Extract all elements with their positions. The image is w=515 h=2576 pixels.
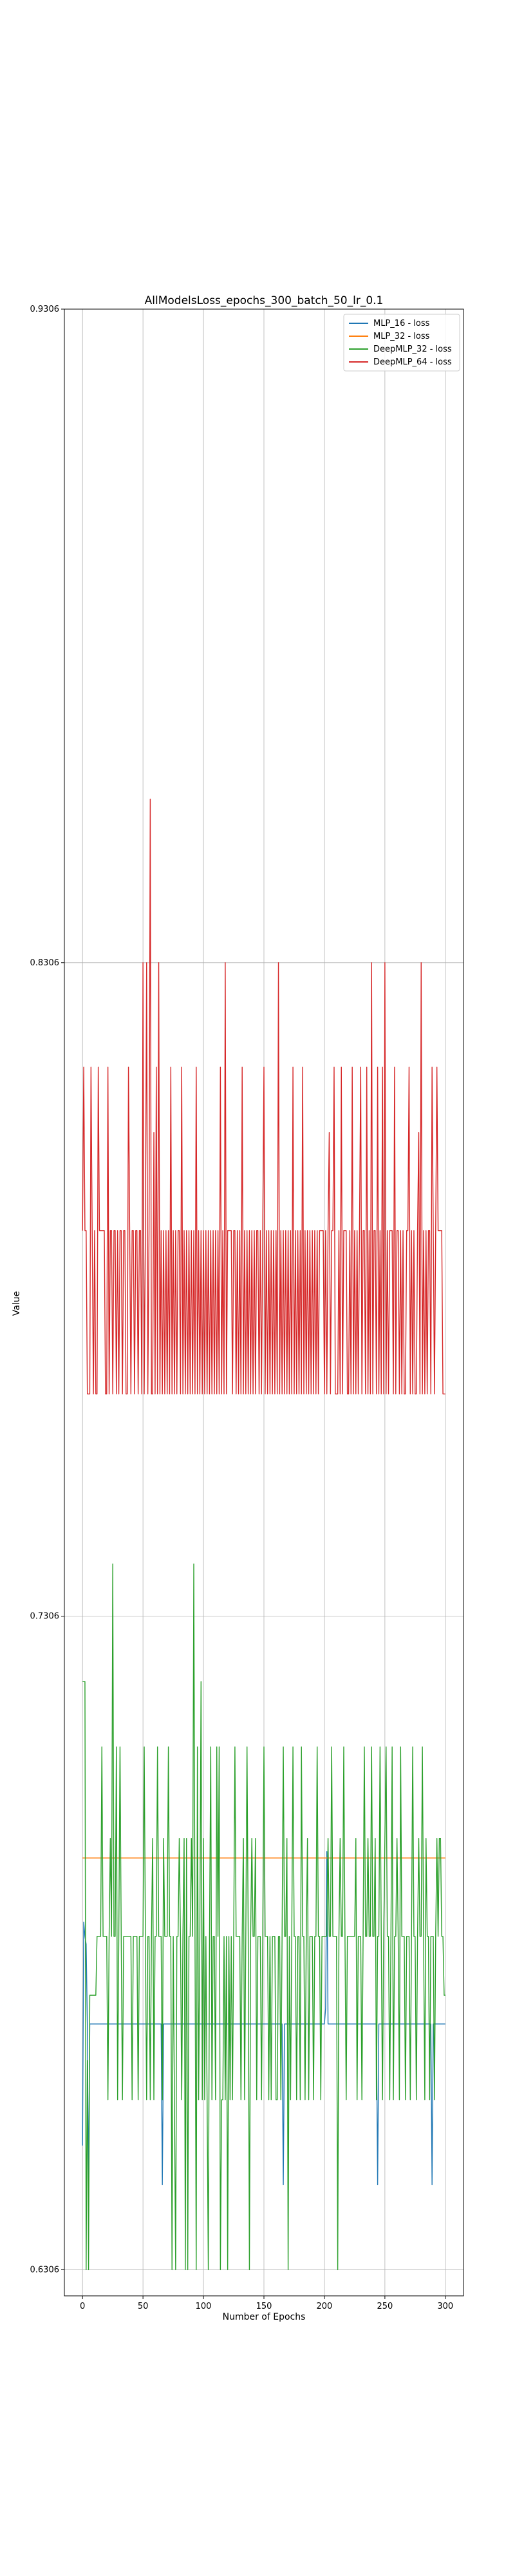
y-tick-label: 0.6306 xyxy=(30,2265,60,2275)
x-axis: 0 50 100 150 200 250 300 xyxy=(80,2296,453,2311)
chart-title: AllModelsLoss_epochs_300_batch_50_lr_0.1 xyxy=(145,294,384,307)
y-tick-label: 0.7306 xyxy=(30,1612,60,1622)
x-tick-label: 0 xyxy=(80,2302,85,2311)
x-tick-label: 250 xyxy=(377,2302,393,2311)
y-axis: 0.6306 0.7306 0.8306 0.9306 xyxy=(30,305,64,2275)
legend-box xyxy=(343,314,460,372)
x-tick-label: 100 xyxy=(196,2302,212,2311)
series-layer xyxy=(82,799,445,2271)
legend-label: DeepMLP_64 - loss xyxy=(373,357,452,367)
y-axis-label: Value xyxy=(12,1291,22,1316)
x-tick-label: 50 xyxy=(138,2302,149,2311)
series-line-0 xyxy=(82,1851,445,2192)
y-tick-label: 0.8306 xyxy=(30,958,60,968)
x-tick-label: 300 xyxy=(437,2302,453,2311)
x-tick-label: 150 xyxy=(256,2302,272,2311)
y-tick-label: 0.9306 xyxy=(30,305,60,314)
legend: MLP_16 - loss MLP_32 - loss DeepMLP_32 - l… xyxy=(343,314,460,372)
x-tick-label: 200 xyxy=(317,2302,333,2311)
x-axis-label: Number of Epochs xyxy=(223,2312,306,2322)
legend-label: DeepMLP_32 - loss xyxy=(373,345,452,354)
series-line-2 xyxy=(82,1563,445,2271)
legend-label: MLP_32 - loss xyxy=(373,332,430,341)
legend-label: MLP_16 - loss xyxy=(373,319,430,328)
series-line-3 xyxy=(82,799,445,1395)
